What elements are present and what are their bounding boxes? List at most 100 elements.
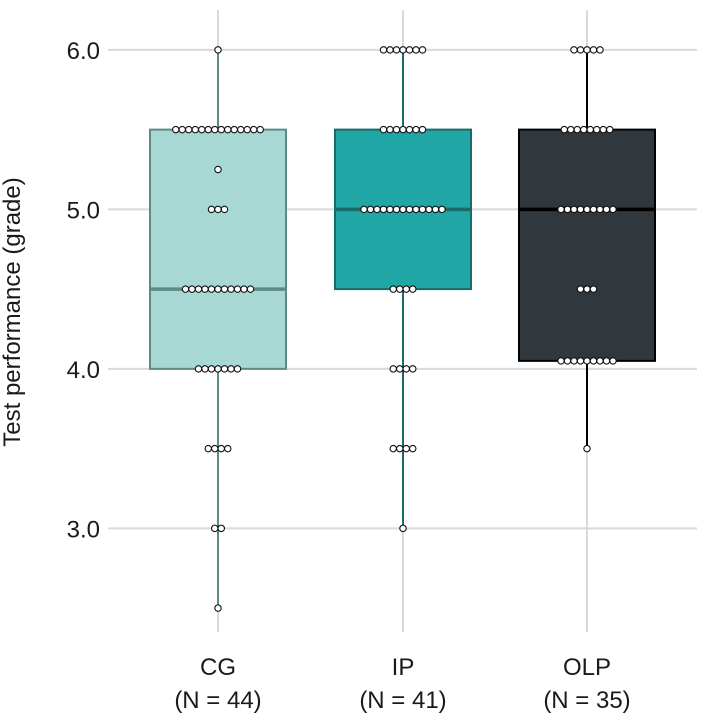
- data-point-cg: [214, 604, 222, 612]
- data-point-ip: [399, 46, 407, 54]
- data-point-olp: [579, 125, 588, 134]
- x-category-n-label-cg: (N = 44): [174, 687, 261, 714]
- data-point-olp: [573, 125, 581, 134]
- y-tick-labels: 3.0 4.0 5.0 6.0: [67, 38, 100, 543]
- data-point-cg: [224, 444, 232, 453]
- data-point-ip: [408, 365, 417, 373]
- data-point-cg: [207, 365, 216, 373]
- x-category-label-olp: OLP: [563, 654, 611, 681]
- data-point-cg: [188, 285, 196, 293]
- data-point-ip: [389, 444, 397, 453]
- data-points: [172, 46, 617, 612]
- data-point-olp: [557, 357, 565, 365]
- data-point-olp: [566, 125, 575, 134]
- data-point-ip: [392, 125, 401, 134]
- data-point-olp: [576, 285, 585, 293]
- data-point-olp: [589, 357, 598, 365]
- x-category-n-label-olp: (N = 35): [543, 687, 630, 714]
- data-point-ip: [389, 285, 397, 293]
- data-point-cg: [250, 125, 258, 134]
- data-point-cg: [233, 285, 242, 293]
- data-point-ip: [412, 46, 420, 54]
- y-tick-label: 3.0: [67, 516, 100, 543]
- data-point-ip: [402, 285, 410, 293]
- data-point-cg: [214, 205, 222, 214]
- data-point-olp: [609, 205, 617, 214]
- data-point-ip: [418, 46, 427, 54]
- data-point-ip: [392, 205, 401, 214]
- y-tick-label: 6.0: [67, 38, 100, 65]
- data-point-olp: [592, 125, 601, 134]
- y-tick-label: 4.0: [67, 357, 100, 384]
- data-point-cg: [220, 365, 229, 373]
- data-point-olp: [563, 205, 572, 214]
- data-point-ip: [405, 205, 414, 214]
- data-point-cg: [211, 524, 219, 533]
- data-point-olp: [576, 46, 585, 54]
- data-point-ip: [418, 205, 427, 214]
- data-point-olp: [602, 205, 611, 214]
- data-point-cg: [246, 285, 255, 293]
- data-point-cg: [204, 444, 213, 453]
- data-point-ip: [412, 125, 420, 134]
- x-category-label-ip: IP: [392, 654, 415, 681]
- box-group: [149, 49, 656, 609]
- data-point-ip: [405, 46, 414, 54]
- data-point-olp: [583, 285, 591, 293]
- data-point-cg: [214, 285, 222, 293]
- data-point-ip: [438, 205, 446, 214]
- data-point-cg: [256, 125, 264, 134]
- data-point-ip: [402, 365, 410, 373]
- data-point-ip: [402, 444, 410, 453]
- data-point-cg: [240, 285, 248, 293]
- data-point-ip: [379, 125, 388, 134]
- data-point-olp: [583, 46, 591, 54]
- data-point-olp: [576, 205, 585, 214]
- data-point-ip: [386, 125, 394, 134]
- data-point-cg: [243, 125, 252, 134]
- data-point-cg: [185, 125, 193, 134]
- data-point-olp: [560, 125, 568, 134]
- data-point-cg: [211, 125, 219, 134]
- data-point-ip: [395, 285, 404, 293]
- data-point-ip: [405, 125, 414, 134]
- data-point-ip: [379, 205, 388, 214]
- data-point-ip: [360, 205, 368, 214]
- data-point-cg: [227, 365, 235, 373]
- data-point-ip: [412, 205, 420, 214]
- data-point-cg: [207, 285, 216, 293]
- data-point-olp: [596, 357, 604, 365]
- data-point-ip: [425, 205, 433, 214]
- data-point-ip: [386, 205, 394, 214]
- data-point-cg: [217, 524, 226, 533]
- box-cg: [149, 128, 287, 370]
- data-point-ip: [366, 205, 375, 214]
- data-point-ip: [379, 46, 388, 54]
- data-point-cg: [214, 165, 222, 174]
- data-point-ip: [395, 365, 404, 373]
- data-point-olp: [570, 357, 578, 365]
- data-point-olp: [563, 357, 572, 365]
- data-point-olp: [609, 357, 617, 365]
- data-point-cg: [220, 205, 229, 214]
- data-point-ip: [399, 205, 407, 214]
- data-point-ip: [408, 285, 417, 293]
- data-point-olp: [589, 285, 598, 293]
- data-point-cg: [198, 125, 206, 134]
- data-point-ip: [395, 444, 404, 453]
- box-olp: [518, 128, 656, 362]
- x-category-n-label-ip: (N = 41): [359, 687, 446, 714]
- data-point-cg: [211, 444, 219, 453]
- data-point-cg: [214, 365, 222, 373]
- data-point-ip: [399, 524, 407, 533]
- data-point-olp: [583, 357, 591, 365]
- data-point-ip: [431, 205, 440, 214]
- data-point-ip: [399, 125, 407, 134]
- data-point-cg: [194, 365, 203, 373]
- data-point-cg: [227, 285, 235, 293]
- data-point-olp: [605, 125, 614, 134]
- y-tick-label: 5.0: [67, 197, 100, 224]
- data-point-olp: [596, 205, 604, 214]
- data-point-cg: [201, 285, 209, 293]
